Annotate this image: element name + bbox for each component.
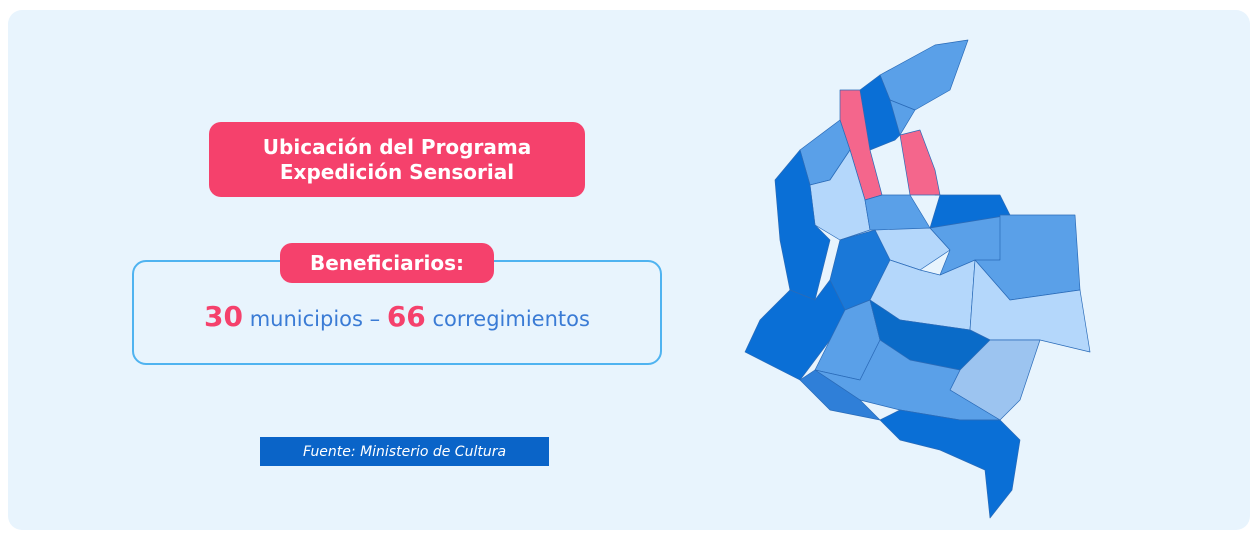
region: [814, 339, 1001, 421]
beneficiaries-label: Beneficiarios:: [280, 243, 494, 283]
title-line: Expedición Sensorial: [279, 159, 515, 184]
municipalities-count: 30: [204, 300, 244, 333]
title-line: Ubicación del Programa: [262, 134, 532, 159]
townships-text: corregimientos: [432, 307, 590, 331]
source: Fuente: Ministerio de Cultura: [260, 437, 549, 466]
municipalities-text: municipios –: [249, 307, 381, 331]
region: [879, 409, 1021, 519]
region: [889, 99, 916, 136]
region: [799, 369, 881, 421]
region: [879, 39, 969, 111]
stats: 30 municipios – 66 corregimientos: [132, 300, 662, 333]
title-pill: Ubicación del Programa Expedición Sensor…: [209, 122, 585, 197]
townships-count: 66: [386, 300, 426, 333]
region: [774, 149, 831, 301]
region: [899, 129, 941, 196]
